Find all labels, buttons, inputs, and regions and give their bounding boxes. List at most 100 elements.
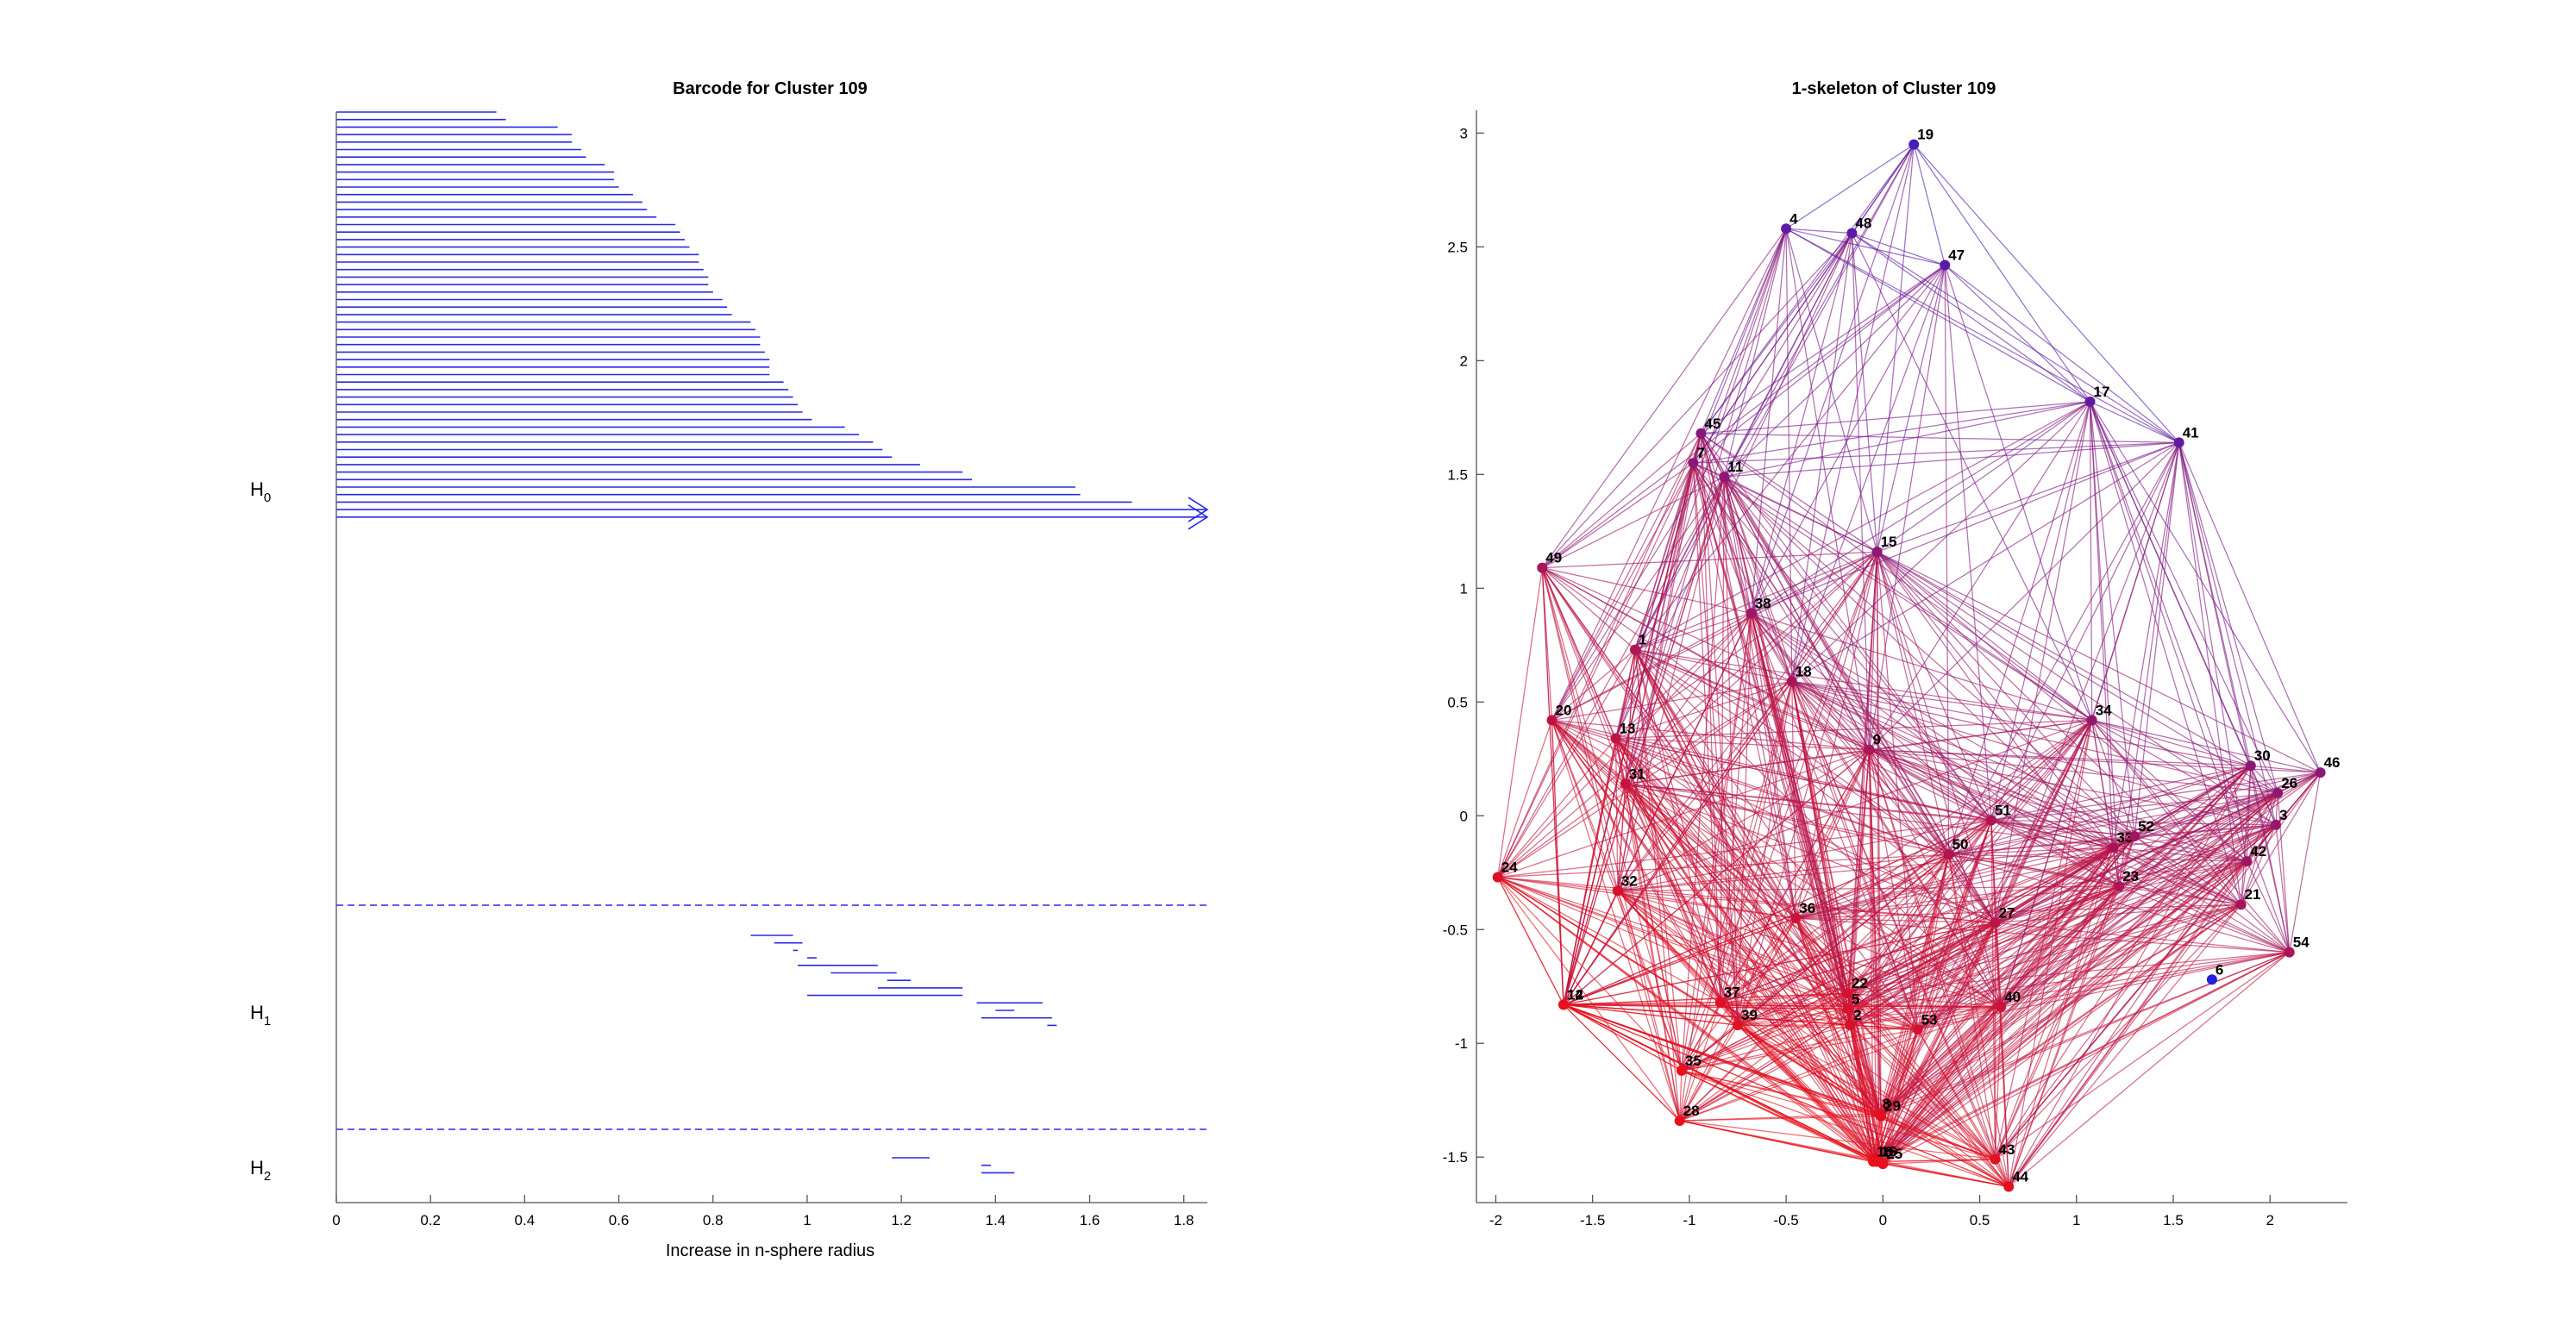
skeleton-edge (1700, 144, 1915, 434)
skeleton-edge (1700, 433, 1739, 1026)
skeleton-edge (1751, 613, 1919, 1030)
skeleton-edge (1791, 681, 1883, 1165)
skeleton-edge (1917, 820, 1992, 1030)
skeleton-edge (1723, 265, 1946, 478)
barcode-chart: Barcode for Cluster 109 H0 H1 H2 0 0.2 0.4 0.6… (250, 79, 1209, 1260)
skeleton-edge (1701, 433, 1877, 553)
skeleton-edge (2001, 951, 2290, 1008)
skeleton-edge (1617, 613, 1752, 891)
skeleton-edge (1872, 1029, 1919, 1162)
skeleton-edge (1723, 228, 1787, 478)
skeleton-node (1986, 815, 1996, 826)
skeleton-edge (1944, 265, 1992, 821)
skeleton-edge (1681, 1070, 2009, 1188)
skeleton-edge (1791, 401, 2090, 682)
skeleton-edge (1883, 952, 2290, 1165)
skeleton-edge (2000, 860, 2247, 1008)
skeleton-edge (1994, 720, 2093, 923)
skeleton-edge (1877, 551, 2321, 773)
skeleton-edge (1785, 228, 1793, 682)
skeleton-edge (2000, 835, 2135, 1008)
skeleton-edge (1880, 1006, 2002, 1117)
skeleton-edge (2000, 847, 2114, 1008)
skeleton-edge (1751, 612, 2114, 848)
skeleton-edge (1693, 265, 1946, 464)
skeleton-edge (1882, 903, 2241, 1165)
node-label: 26 (2281, 775, 2297, 791)
skeleton-edge (1877, 820, 1992, 1162)
skeleton-node (2084, 396, 2096, 407)
skeleton-edge (1625, 551, 1878, 785)
skeleton-edge (1700, 228, 1787, 434)
skeleton-edge (1615, 738, 1796, 919)
skeleton-edge (1851, 144, 1915, 234)
skeleton-edge (1563, 1003, 2009, 1188)
skeleton-edge (1720, 476, 1725, 1003)
skeleton-edge (1852, 232, 2180, 443)
x-tick-label: 1.2 (891, 1212, 912, 1228)
skeleton-edge (1720, 1002, 1883, 1165)
node-label: 12 (1567, 986, 1583, 1003)
skeleton-edge (2091, 719, 2321, 773)
skeleton-edge (1880, 1116, 1883, 1165)
skeleton-edge (1681, 1028, 1918, 1072)
skeleton-edge (1737, 1024, 1996, 1160)
skeleton-edge (1877, 551, 1992, 821)
node-label: 5 (1852, 991, 1859, 1008)
skeleton-edge (1541, 567, 1553, 721)
skeleton-edge (1551, 233, 1852, 721)
skeleton-edge (1542, 551, 1877, 569)
node-label: 9 (1873, 732, 1881, 748)
skeleton-edge (1990, 819, 2290, 953)
skeleton-edge (2008, 835, 2135, 1187)
skeleton-edge (1551, 719, 1796, 919)
skeleton-node (1876, 1110, 1887, 1122)
skeleton-edge (2134, 442, 2180, 837)
skeleton-edge (1679, 1116, 1882, 1122)
skeleton-edge (1791, 680, 2241, 905)
skeleton-edge (1880, 952, 2290, 1117)
skeleton-edge (1737, 719, 2093, 1026)
node-label: 41 (2183, 424, 2199, 441)
x-tick-label: 1.5 (2163, 1212, 2184, 1228)
skeleton-edge (1791, 681, 1950, 855)
skeleton-edge (2241, 903, 2291, 953)
skeleton-edge (2277, 792, 2291, 953)
skeleton-edge (1679, 847, 2114, 1122)
x-tick-label: -1 (1683, 1212, 1695, 1228)
skeleton-edges (1497, 144, 2322, 1188)
x-tick-label: -1.5 (1580, 1212, 1605, 1228)
node-label: 54 (2293, 935, 2310, 951)
y-tick-label: 1 (1460, 580, 1468, 597)
skeleton-edge (1551, 680, 1792, 722)
skeleton-edge (1785, 144, 1915, 229)
node-label: 14 (1567, 986, 1583, 1003)
skeleton-edge (1679, 1024, 1851, 1122)
skeleton-edge (1720, 853, 1949, 1003)
skeleton-edge (1913, 144, 2091, 403)
skeleton-edge (1617, 853, 1949, 892)
skeleton-edge (1876, 1116, 1882, 1162)
skeleton-edge (1723, 144, 1915, 478)
skeleton-edge (1948, 835, 2135, 855)
skeleton-node (1842, 1003, 1853, 1015)
skeleton-edge (2091, 719, 2251, 766)
skeleton-edge (1990, 819, 2247, 862)
skeleton-edge (1877, 551, 2242, 905)
x-tick-label: 0 (1879, 1212, 1887, 1228)
skeleton-node (1940, 259, 1951, 271)
skeleton-edge (1869, 749, 2247, 862)
skeleton-edge (1737, 551, 1878, 1026)
skeleton-edge (1876, 265, 1946, 553)
skeleton-edge (1737, 835, 2135, 1026)
skeleton-edge (1723, 476, 2093, 721)
skeleton-edge (1795, 917, 1919, 1030)
skeleton-edge (1615, 738, 1919, 1030)
skeleton-edge (1541, 567, 1796, 919)
skeleton-node (1688, 458, 1699, 469)
skeleton-edge (1615, 738, 1882, 1117)
skeleton-edge (2089, 401, 2252, 766)
skeleton-edge (1990, 772, 2321, 822)
skeleton-node (1990, 1153, 2001, 1165)
skeleton-edge (1724, 441, 2179, 478)
